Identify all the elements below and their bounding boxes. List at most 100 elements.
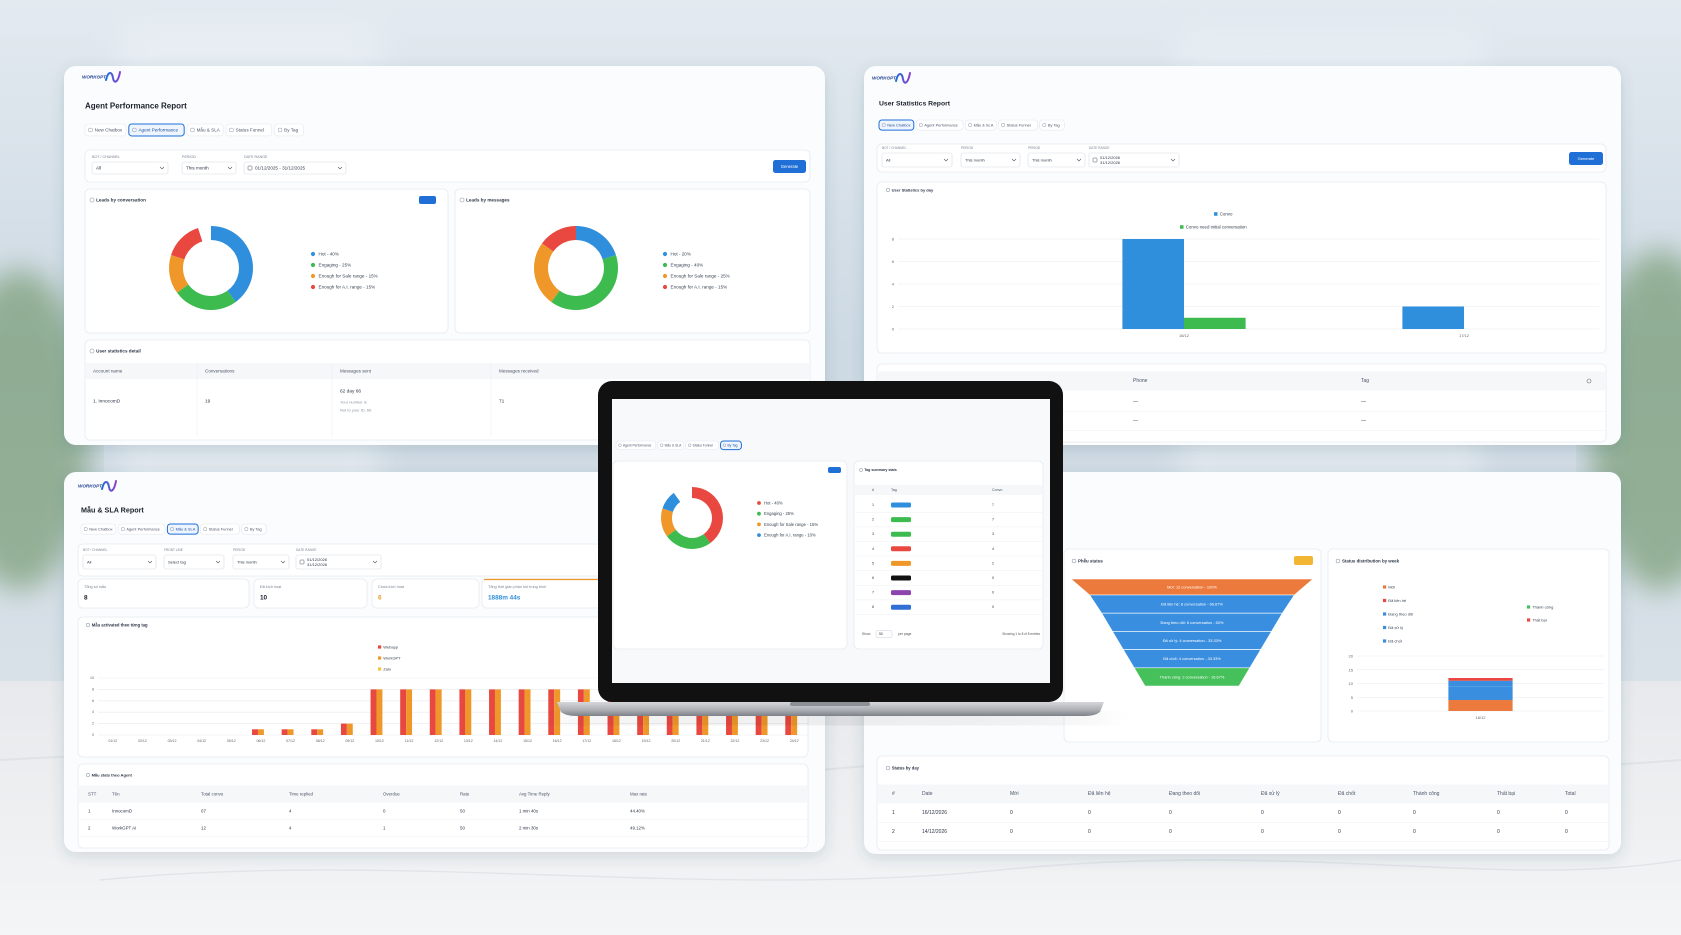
tab-label[interactable]: By Tag (1048, 123, 1060, 128)
legend-swatch (378, 656, 382, 660)
badge[interactable] (419, 196, 436, 204)
footer-label: per page (898, 632, 911, 636)
legend-label: Engaging - 25% (319, 263, 352, 268)
tab-frame[interactable] (720, 440, 742, 451)
tab-label[interactable]: Mẫu & SLA (197, 126, 221, 132)
filter-select[interactable] (82, 554, 157, 570)
tag-chip (891, 590, 911, 596)
bar (554, 689, 561, 735)
table-cell: 07 (201, 809, 206, 814)
y-tick-label: 5 (1351, 695, 1354, 700)
tab-frame[interactable] (998, 119, 1038, 131)
tab-frame[interactable] (166, 523, 199, 535)
filter-value[interactable]: This month (965, 158, 985, 163)
tab-frame[interactable] (80, 523, 117, 535)
filter-value[interactable]: Select tag (168, 560, 186, 565)
filter-select[interactable] (1088, 152, 1180, 168)
filter-select[interactable] (181, 161, 237, 175)
filter-value[interactable]: All (96, 166, 101, 171)
tab-frame[interactable] (915, 119, 964, 131)
tab-frame[interactable] (685, 440, 719, 450)
generate-button[interactable] (1569, 152, 1603, 165)
legend-swatch (1383, 598, 1387, 603)
tab-label[interactable]: Mẫu & SLA (665, 442, 682, 447)
tab-label[interactable]: By Tag (727, 443, 737, 447)
tab: New Chatbox (84, 123, 127, 137)
tab-label[interactable]: Agent Performance (126, 527, 160, 532)
filter-select[interactable] (881, 152, 953, 168)
bar (1448, 678, 1513, 681)
column-header: Max rate (630, 792, 648, 797)
filter-value[interactable]: 31/12/2026 (1100, 160, 1121, 165)
filter-value[interactable]: All (886, 158, 891, 163)
tab-label[interactable]: Mẫu & SLA (176, 527, 196, 532)
tab-label[interactable]: Agent Performance (138, 127, 178, 132)
card-title: Status by day (892, 766, 920, 771)
legend-label: Mới (1388, 585, 1395, 590)
tab-frame[interactable] (878, 119, 915, 131)
filter-value[interactable]: 01/12/2025 - 31/12/2025 (255, 166, 306, 171)
tab-frame[interactable] (225, 123, 273, 137)
tab-label[interactable]: Agent Performance (924, 123, 958, 128)
tab-frame[interactable] (241, 523, 267, 535)
filter-value[interactable]: 01/12/2026 (307, 557, 328, 562)
per-page-select[interactable] (875, 630, 893, 638)
settings-icon[interactable] (1586, 378, 1592, 384)
tab-frame[interactable] (186, 123, 224, 137)
table-cell: 50 (460, 826, 465, 831)
filter-label: PERIOD (1028, 146, 1041, 150)
generate-label[interactable]: Generate (1578, 156, 1595, 161)
generate-button[interactable] (773, 160, 806, 173)
filter-select[interactable] (960, 152, 1021, 168)
legend-label: Enough for A.I. range - 15% (319, 285, 376, 290)
tab-frame[interactable] (200, 523, 240, 535)
table-note: Your number is (340, 400, 367, 405)
tab-frame[interactable] (1039, 119, 1065, 131)
tab-label[interactable]: By Tag (284, 127, 298, 132)
filter-value[interactable]: 01/12/2026 (1100, 155, 1121, 160)
filter-value[interactable]: 31/12/2026 (307, 562, 328, 567)
tab-frame[interactable] (965, 119, 997, 131)
tab-frame[interactable] (657, 440, 685, 450)
badge[interactable] (1294, 556, 1313, 565)
tab-label[interactable]: Status Funnel (693, 443, 714, 447)
generate-label[interactable]: Generate (781, 164, 799, 169)
tab-frame[interactable] (117, 523, 166, 535)
tab-frame[interactable] (128, 123, 185, 137)
tab-label[interactable]: Status Funnel (209, 527, 233, 532)
legend-label: Engaging - 40% (671, 263, 704, 268)
tab-label[interactable]: New Chatbox (887, 123, 910, 128)
filter-select[interactable] (163, 554, 225, 570)
table-cell: 1. InnocomD (93, 399, 121, 405)
tab-label[interactable]: New Chatbox (89, 527, 112, 532)
tab-label[interactable]: Status Funnel (236, 127, 264, 132)
filter-value[interactable]: This month (1032, 158, 1052, 163)
bar (317, 729, 324, 735)
column-header: Total convo (201, 792, 224, 797)
filter-select[interactable] (1027, 152, 1086, 168)
filter-value[interactable]: This month (237, 560, 257, 565)
tab-frame[interactable] (274, 123, 304, 137)
tab-icon (918, 123, 923, 127)
tab-label[interactable]: Agent Performance (623, 443, 652, 447)
table-cell: InnocomD (112, 809, 132, 814)
badge[interactable] (828, 467, 841, 473)
filter-value[interactable]: All (87, 560, 92, 565)
filter-select[interactable] (91, 161, 169, 175)
tab-frame[interactable] (84, 123, 127, 137)
filter-label: BOT / CHANNEL (83, 548, 108, 552)
x-tick-label: 13/12 (464, 739, 473, 743)
tab-label[interactable]: New Chatbox (95, 127, 123, 132)
tab-label[interactable]: By Tag (250, 527, 262, 532)
filter-select[interactable] (232, 554, 290, 570)
tab-frame[interactable] (615, 440, 657, 450)
per-page-value[interactable]: 50 (879, 632, 883, 636)
bar (489, 689, 495, 735)
filter-value[interactable]: This month (186, 166, 209, 171)
tab-label[interactable]: Status Funnel (1007, 123, 1031, 128)
filter-select[interactable] (295, 554, 382, 570)
tab-label[interactable]: Mẫu & SLA (974, 123, 994, 128)
filter-select[interactable] (243, 161, 347, 175)
bar (465, 689, 472, 735)
chevron (227, 166, 233, 170)
